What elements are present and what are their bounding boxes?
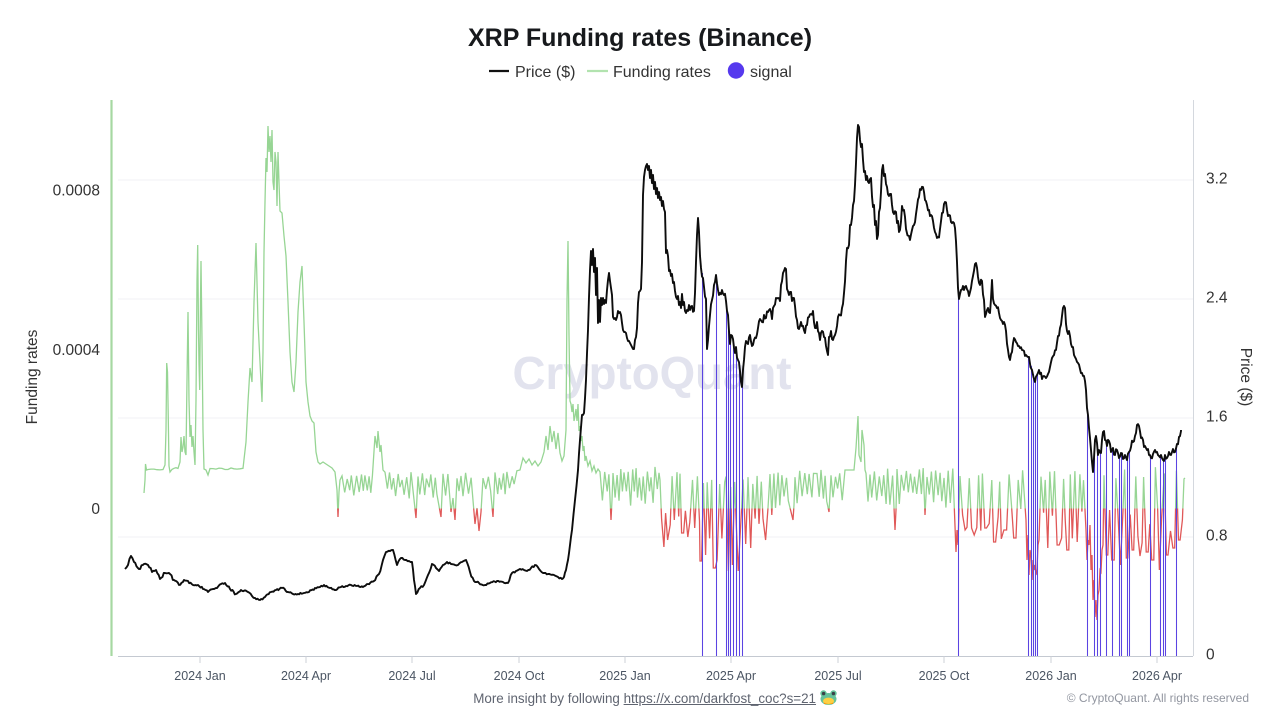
svg-text:2026 Jan: 2026 Jan <box>1025 669 1076 683</box>
svg-text:3.2: 3.2 <box>1206 170 1228 187</box>
svg-text:0.0004: 0.0004 <box>53 342 101 359</box>
svg-text:Funding rates: Funding rates <box>24 329 41 424</box>
svg-text:0: 0 <box>91 501 100 518</box>
svg-text:2025 Jul: 2025 Jul <box>814 669 861 683</box>
svg-text:signal: signal <box>750 64 792 81</box>
svg-text:2026 Apr: 2026 Apr <box>1132 669 1182 683</box>
svg-text:2025 Jan: 2025 Jan <box>599 669 650 683</box>
svg-text:Price ($): Price ($) <box>515 64 575 81</box>
svg-text:2025 Oct: 2025 Oct <box>919 669 970 683</box>
svg-text:0.0008: 0.0008 <box>53 183 100 200</box>
svg-text:2024 Apr: 2024 Apr <box>281 669 331 683</box>
svg-text:2024 Jan: 2024 Jan <box>174 669 225 683</box>
svg-text:1.6: 1.6 <box>1206 408 1228 425</box>
svg-text:Funding rates: Funding rates <box>613 64 711 81</box>
svg-text:2025 Apr: 2025 Apr <box>706 669 756 683</box>
svg-text:2.4: 2.4 <box>1206 289 1228 306</box>
svg-text:CryptoQuant: CryptoQuant <box>513 347 792 399</box>
svg-text:Price ($): Price ($) <box>1237 348 1254 407</box>
svg-text:2024 Jul: 2024 Jul <box>388 669 435 683</box>
svg-text:0.8: 0.8 <box>1206 527 1228 544</box>
svg-text:0: 0 <box>1206 646 1215 663</box>
svg-text:2024 Oct: 2024 Oct <box>494 669 545 683</box>
svg-text:XRP Funding rates (Binance): XRP Funding rates (Binance) <box>468 24 812 52</box>
